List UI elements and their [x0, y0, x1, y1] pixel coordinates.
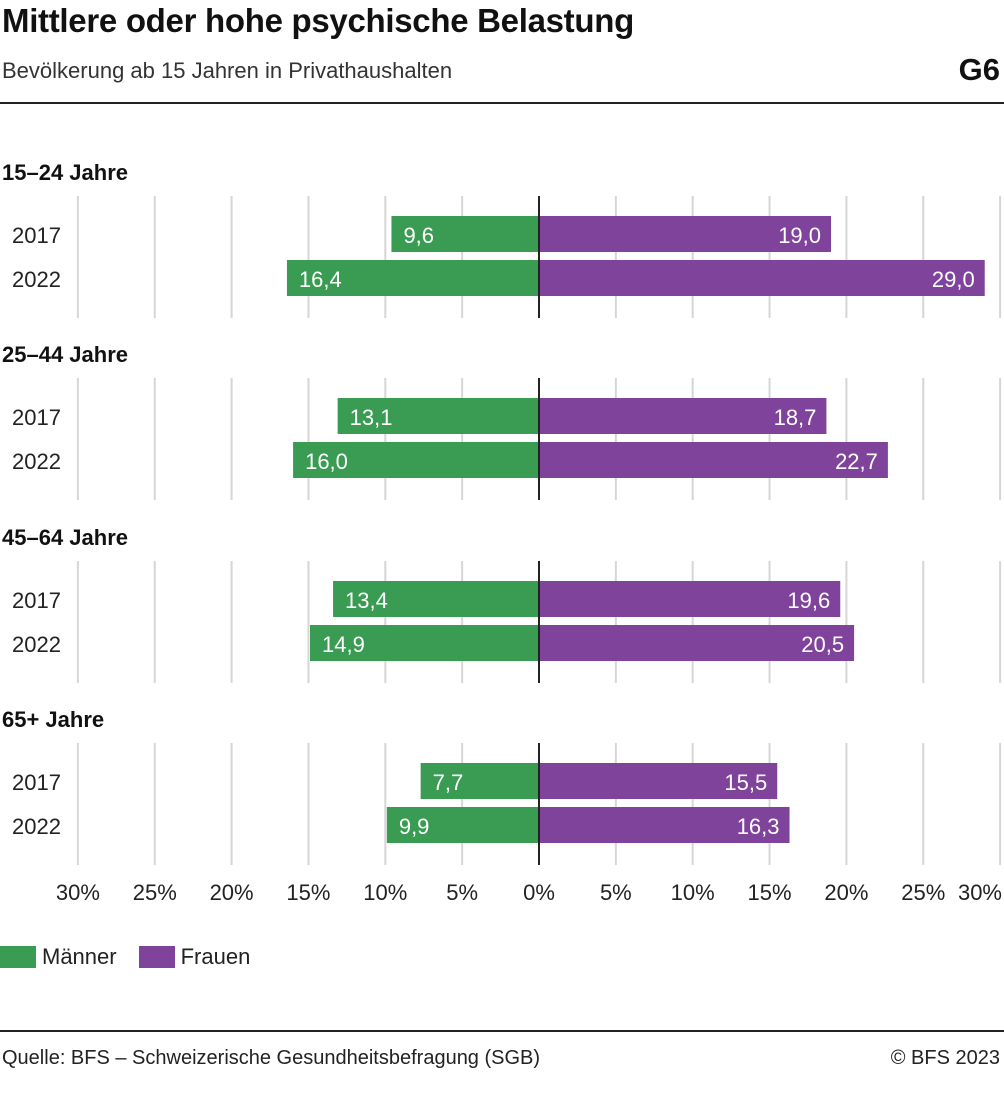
bar-women — [539, 260, 985, 296]
x-tick-label: 20% — [210, 880, 254, 905]
legend-swatch-men — [0, 946, 36, 968]
group-label: 65+ Jahre — [2, 707, 104, 732]
row-label-year: 2022 — [12, 449, 61, 474]
bar-men — [420, 763, 539, 799]
row-label-year: 2017 — [12, 770, 61, 795]
row-label-year: 2017 — [12, 405, 61, 430]
x-tick-label: 30% — [958, 880, 1002, 905]
diverging-bar-chart: 15–24 Jahre 2017 9,6 19,0 2022 16,4 29,0 25–44 … — [2, 160, 1002, 905]
legend-label-men: Männer — [42, 944, 117, 969]
data-label-women: 16,3 — [737, 814, 780, 839]
row-label-year: 2017 — [12, 223, 61, 248]
data-label-women: 18,7 — [774, 405, 817, 430]
x-tick-label: 0% — [523, 880, 555, 905]
bar-women — [539, 763, 778, 799]
data-label-men: 16,0 — [305, 449, 348, 474]
x-tick-label: 20% — [824, 880, 868, 905]
row-label-year: 2022 — [12, 814, 61, 839]
bar-women — [539, 807, 790, 843]
row-label-year: 2022 — [12, 267, 61, 292]
x-tick-label: 25% — [133, 880, 177, 905]
data-label-women: 29,0 — [932, 267, 975, 292]
data-label-women: 15,5 — [724, 770, 767, 795]
top-divider — [0, 102, 1004, 104]
bar-women — [539, 625, 855, 661]
copyright: © BFS 2023 — [890, 1047, 1000, 1069]
data-label-men: 13,1 — [350, 405, 393, 430]
bar-men — [293, 442, 539, 478]
row-label-year: 2017 — [12, 588, 61, 613]
data-label-women: 20,5 — [801, 632, 844, 657]
x-tick-label: 15% — [748, 880, 792, 905]
data-label-men: 9,9 — [399, 814, 430, 839]
bar-women — [539, 216, 832, 252]
x-tick-label: 5% — [600, 880, 632, 905]
x-tick-label: 10% — [363, 880, 407, 905]
bar-women — [539, 442, 888, 478]
group-label: 15–24 Jahre — [2, 160, 128, 185]
bar-women — [539, 581, 841, 617]
source-note: Quelle: BFS – Schweizerische Gesundheits… — [2, 1047, 541, 1069]
group-label: 45–64 Jahre — [2, 525, 128, 550]
graphic-number: G6 — [958, 52, 1000, 87]
chart-title: Mittlere oder hohe psychische Belastung — [2, 2, 634, 39]
bar-men — [386, 807, 539, 843]
group-label: 25–44 Jahre — [2, 342, 128, 367]
bar-men — [286, 260, 539, 296]
bar-men — [333, 581, 539, 617]
bar-men — [391, 216, 539, 252]
data-label-men: 13,4 — [345, 588, 388, 613]
bottom-divider — [0, 1030, 1004, 1032]
data-label-men: 7,7 — [433, 770, 464, 795]
row-label-year: 2022 — [12, 632, 61, 657]
legend-swatch-women — [138, 946, 175, 968]
data-label-women: 22,7 — [835, 449, 878, 474]
x-tick-label: 30% — [56, 880, 100, 905]
legend-label-women: Frauen — [180, 944, 251, 969]
legend: Männer Frauen — [0, 942, 272, 972]
x-tick-label: 15% — [286, 880, 330, 905]
data-label-women: 19,0 — [778, 223, 821, 248]
x-tick-label: 5% — [446, 880, 478, 905]
chart-subtitle: Bevölkerung ab 15 Jahren in Privathausha… — [2, 58, 453, 83]
legend-item-women: Frauen — [138, 944, 251, 970]
data-label-men: 14,9 — [322, 632, 365, 657]
bar-men — [337, 398, 539, 434]
legend-item-men: Männer — [0, 944, 117, 970]
data-label-men: 9,6 — [403, 223, 434, 248]
bar-men — [309, 625, 539, 661]
bar-women — [539, 398, 827, 434]
x-tick-label: 25% — [901, 880, 945, 905]
data-label-women: 19,6 — [787, 588, 830, 613]
x-tick-label: 10% — [671, 880, 715, 905]
data-label-men: 16,4 — [299, 267, 342, 292]
